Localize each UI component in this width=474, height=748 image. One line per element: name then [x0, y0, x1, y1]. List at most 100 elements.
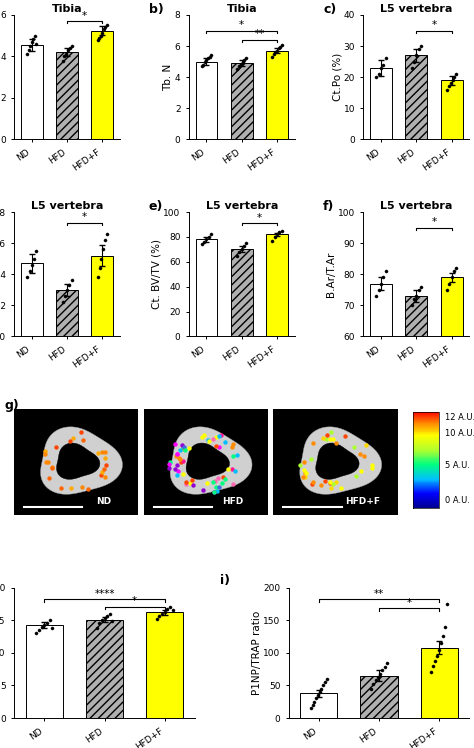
Point [41, 445, 48, 457]
Point [175, 452, 182, 464]
Point [33, 628, 40, 640]
Text: i): i) [220, 574, 230, 587]
Point [275, 43, 283, 55]
Point [57, 482, 65, 494]
Text: *: * [431, 217, 437, 227]
Bar [21, 263, 43, 337]
Point [452, 262, 460, 274]
Point [213, 431, 220, 443]
Point [276, 41, 284, 53]
Point [182, 476, 190, 488]
Point [210, 485, 218, 497]
Point [322, 434, 330, 446]
Bar [231, 249, 253, 337]
Point [360, 450, 367, 462]
Point [301, 456, 308, 468]
Point [102, 459, 109, 471]
Y-axis label: Ct.Po (%): Ct.Po (%) [332, 53, 342, 101]
Point [169, 604, 176, 616]
Point [215, 472, 222, 484]
Point [231, 465, 238, 477]
Point [101, 453, 109, 465]
Point [103, 228, 111, 240]
Point [417, 40, 425, 52]
Text: 10 A.U.: 10 A.U. [445, 429, 474, 438]
Point [203, 233, 210, 245]
Point [101, 234, 109, 246]
Point [67, 482, 74, 494]
Point [273, 228, 281, 240]
Point [45, 456, 52, 468]
Text: c): c) [323, 2, 337, 16]
Point [43, 617, 51, 629]
Point [381, 661, 388, 673]
Point [235, 61, 243, 73]
Point [299, 471, 307, 483]
Point [98, 253, 105, 265]
Point [176, 444, 183, 456]
Point [53, 441, 60, 453]
Point [61, 290, 69, 302]
Point [188, 474, 196, 486]
Bar [26, 625, 63, 718]
Point [199, 431, 206, 443]
Point [212, 481, 219, 493]
Point [273, 45, 281, 57]
Point [233, 450, 241, 462]
Text: 5 A.U.: 5 A.U. [445, 461, 470, 470]
Point [98, 614, 106, 626]
Point [412, 290, 420, 302]
Point [271, 231, 279, 243]
Y-axis label: Tb. N: Tb. N [164, 64, 173, 91]
Point [382, 265, 390, 277]
Point [447, 77, 455, 89]
Point [229, 478, 237, 490]
Text: *: * [82, 10, 87, 20]
Point [332, 476, 340, 488]
Title: Tibia: Tibia [52, 4, 82, 14]
Point [301, 467, 309, 479]
Point [308, 477, 316, 489]
Point [100, 612, 108, 624]
Point [28, 259, 36, 271]
Point [63, 49, 70, 61]
Point [443, 84, 451, 96]
Point [327, 426, 334, 438]
Text: ****: **** [94, 589, 115, 598]
Point [275, 226, 283, 238]
Point [307, 702, 315, 714]
Point [97, 30, 105, 42]
Point [213, 485, 221, 497]
Point [98, 446, 105, 458]
Point [106, 607, 113, 619]
Point [229, 450, 237, 462]
Point [323, 673, 330, 685]
Point [201, 55, 209, 67]
Point [445, 81, 453, 93]
Point [337, 482, 345, 494]
Bar [360, 675, 398, 718]
Point [173, 448, 181, 460]
Point [296, 459, 303, 471]
Point [278, 40, 285, 52]
Point [269, 235, 276, 247]
Point [28, 36, 36, 48]
Point [449, 74, 456, 86]
Point [48, 622, 56, 634]
Point [66, 42, 73, 54]
Point [417, 280, 425, 292]
Point [241, 54, 248, 66]
Text: e): e) [149, 200, 163, 212]
Point [176, 453, 184, 465]
Point [377, 278, 385, 289]
Point [101, 471, 109, 483]
Point [61, 50, 68, 62]
Point [24, 272, 31, 283]
Point [203, 476, 211, 488]
Point [29, 33, 37, 45]
Point [59, 296, 66, 308]
Point [30, 253, 38, 265]
Point [367, 683, 375, 695]
Point [206, 51, 213, 63]
Polygon shape [170, 427, 252, 494]
